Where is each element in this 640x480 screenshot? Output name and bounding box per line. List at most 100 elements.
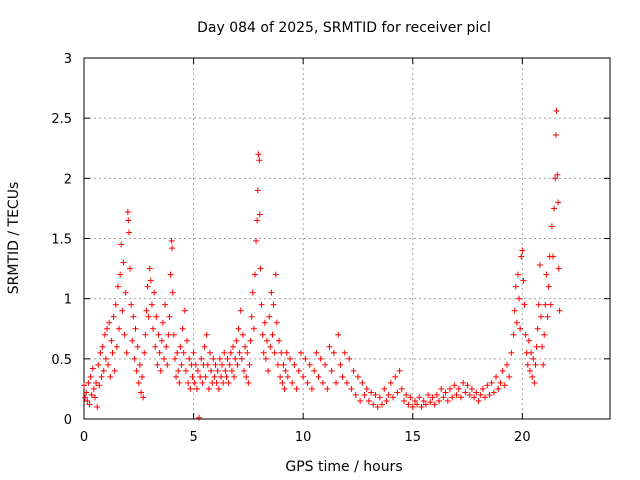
data-point: [260, 349, 267, 356]
data-point: [101, 331, 108, 338]
data-point: [119, 307, 126, 314]
data-point: [190, 349, 197, 356]
data-point: [438, 385, 445, 392]
data-point: [242, 343, 249, 350]
data-point: [532, 361, 539, 368]
x-tick-label: 15: [404, 430, 421, 445]
data-point: [271, 349, 278, 356]
data-point: [228, 367, 235, 374]
y-axis-label: SRMTID / TECUs: [6, 182, 22, 295]
data-point: [177, 343, 184, 350]
data-point: [254, 217, 261, 224]
data-points: [81, 107, 563, 421]
data-point: [361, 391, 368, 398]
data-point: [291, 361, 298, 368]
data-point: [240, 367, 247, 374]
data-point: [455, 385, 462, 392]
data-point: [185, 379, 192, 386]
data-point: [335, 331, 342, 338]
data-point: [173, 373, 180, 380]
data-point: [128, 301, 135, 308]
data-point: [368, 389, 375, 396]
data-point: [245, 379, 252, 386]
data-point: [145, 313, 152, 320]
data-point: [104, 325, 111, 332]
data-point: [547, 301, 554, 308]
data-point: [199, 379, 206, 386]
data-point: [127, 265, 134, 272]
data-point: [283, 349, 290, 356]
data-point: [91, 394, 98, 401]
data-point: [442, 389, 449, 396]
data-point: [339, 373, 346, 380]
data-point: [273, 319, 280, 326]
data-point: [254, 187, 261, 194]
data-point: [154, 361, 161, 368]
data-point: [135, 379, 142, 386]
data-point: [175, 367, 182, 374]
data-point: [261, 319, 268, 326]
data-point: [152, 343, 159, 350]
data-point: [264, 337, 271, 344]
data-point: [284, 373, 291, 380]
data-point: [158, 337, 165, 344]
data-point: [514, 271, 521, 278]
data-point: [100, 367, 107, 374]
data-point: [249, 289, 256, 296]
y-tick-label: 0.5: [51, 353, 72, 368]
data-point: [111, 367, 118, 374]
data-point: [191, 379, 198, 386]
data-point: [350, 367, 357, 374]
data-point: [516, 295, 523, 302]
data-point: [197, 373, 204, 380]
data-point: [444, 397, 451, 404]
data-point: [287, 355, 294, 362]
data-point: [141, 349, 148, 356]
data-point: [112, 301, 119, 308]
data-point: [429, 394, 436, 401]
data-point: [125, 217, 132, 224]
data-point: [518, 253, 525, 260]
data-point: [322, 361, 329, 368]
data-point: [363, 385, 370, 392]
data-point: [231, 373, 238, 380]
data-point: [277, 373, 284, 380]
data-point: [267, 343, 274, 350]
data-point: [484, 382, 491, 389]
data-point: [409, 403, 416, 410]
data-point: [497, 379, 504, 386]
data-point: [326, 343, 333, 350]
data-point: [257, 265, 264, 272]
data-point: [420, 397, 427, 404]
data-point: [247, 337, 254, 344]
data-point: [475, 397, 482, 404]
data-point: [148, 301, 155, 308]
data-point: [210, 355, 217, 362]
data-point: [486, 391, 493, 398]
data-point: [554, 171, 561, 178]
data-point: [510, 331, 517, 338]
data-point: [520, 277, 527, 284]
data-point: [134, 343, 141, 350]
data-point: [108, 337, 115, 344]
data-point: [157, 367, 164, 374]
data-point: [171, 355, 178, 362]
data-point: [133, 367, 140, 374]
y-tick-label: 1: [64, 293, 72, 308]
data-point: [89, 365, 96, 372]
data-point: [266, 313, 273, 320]
data-point: [280, 361, 287, 368]
data-point: [468, 385, 475, 392]
data-point: [411, 397, 418, 404]
data-point: [262, 355, 269, 362]
data-point: [527, 367, 534, 374]
data-point: [418, 403, 425, 410]
data-point: [422, 401, 429, 408]
data-point: [213, 379, 220, 386]
data-point: [205, 385, 212, 392]
data-point: [473, 389, 480, 396]
data-point: [531, 379, 538, 386]
data-point: [551, 205, 558, 212]
data-point: [122, 289, 129, 296]
